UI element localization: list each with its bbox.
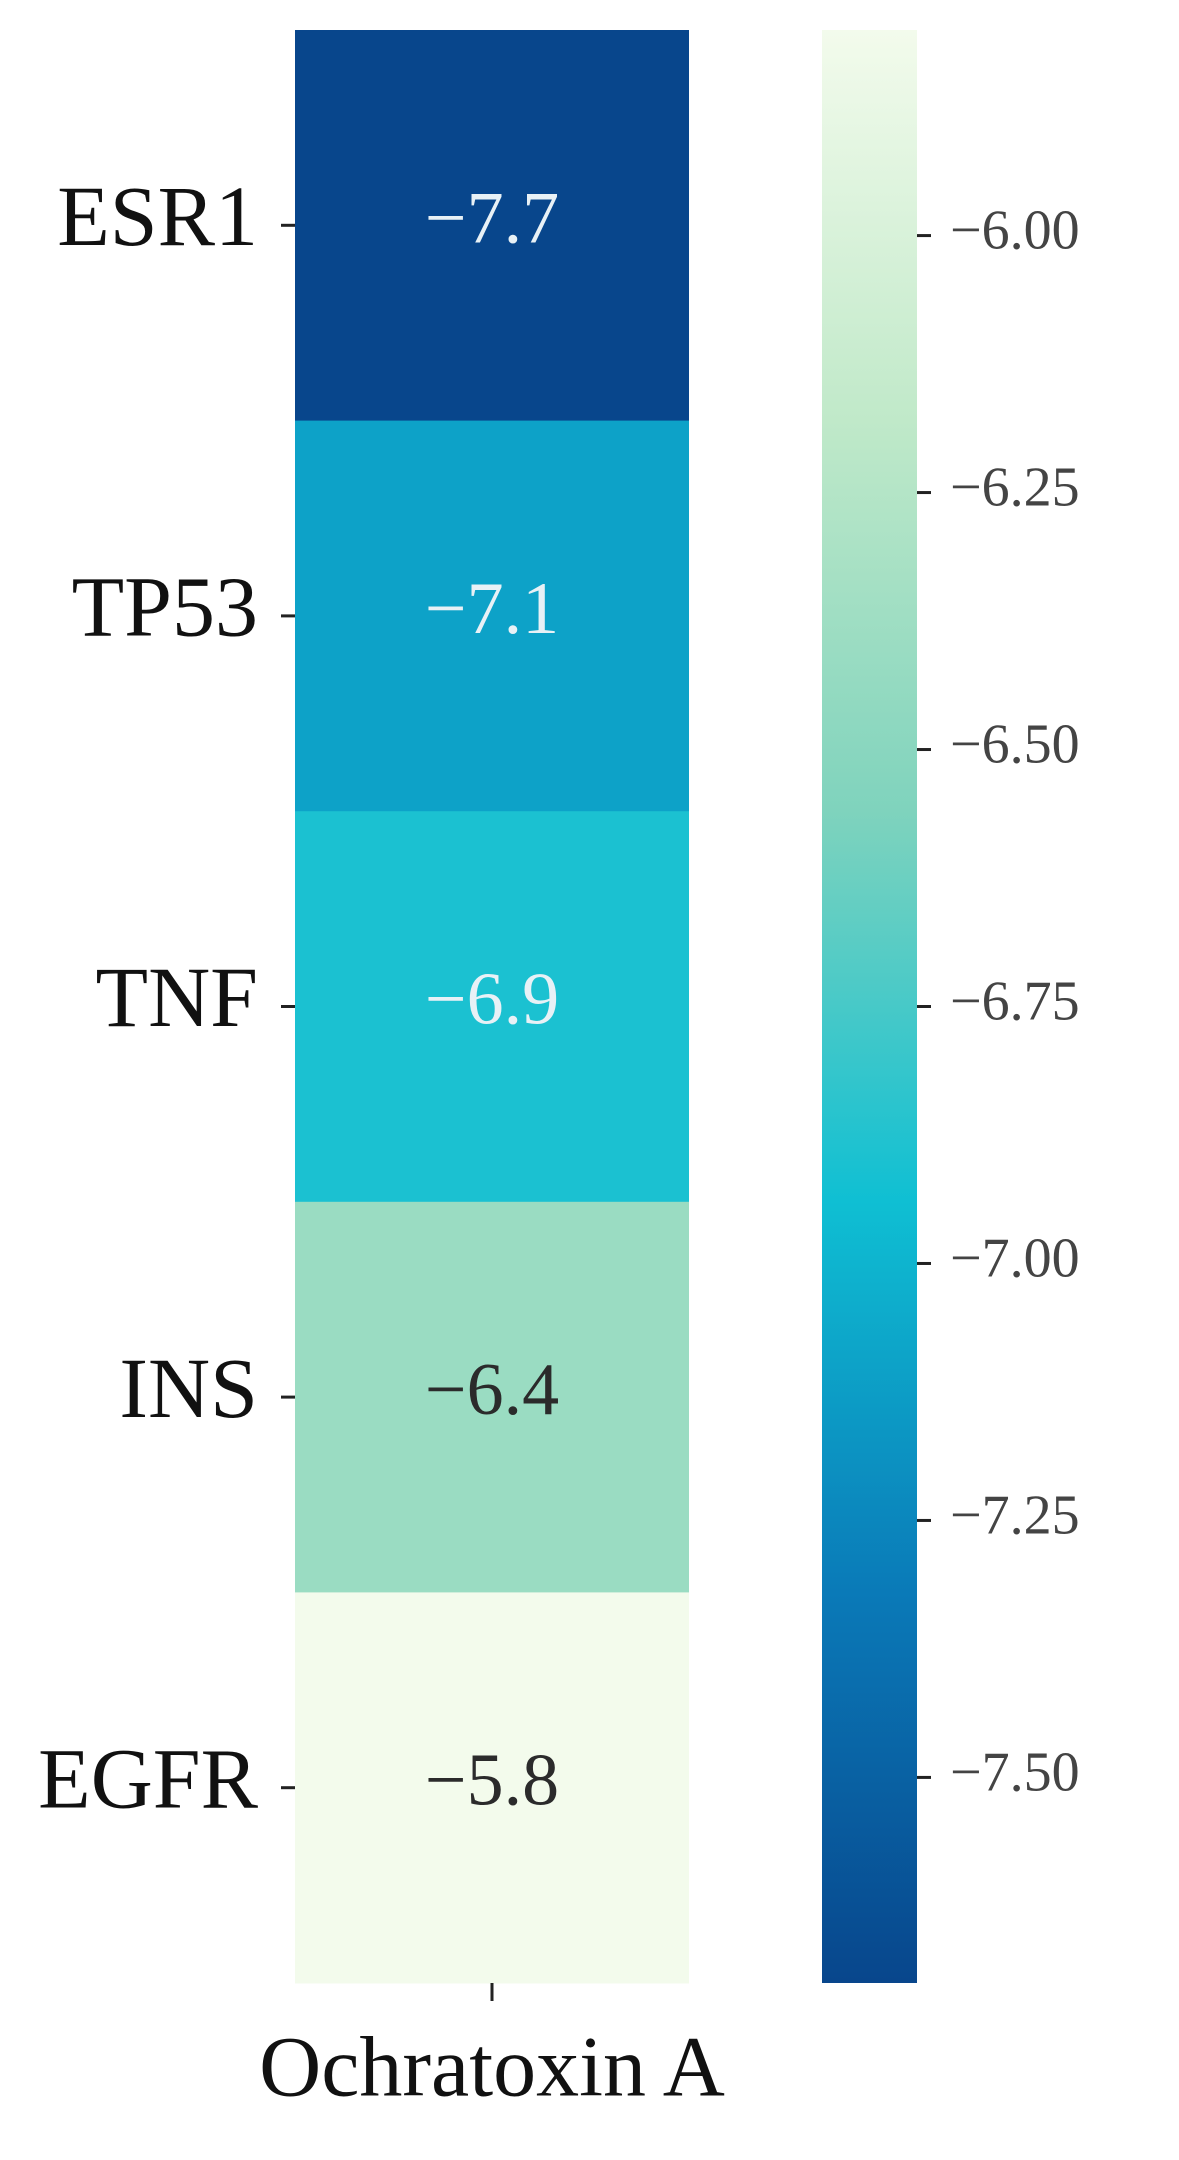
heatmap-cell [295,811,689,1203]
colorbar-tick-label: −7.50 [950,1741,1080,1803]
heatmap-cell [295,420,689,812]
y-tick-label: TP53 [72,559,258,655]
cell-label: −7.7 [425,177,559,259]
colorbar-tick-label: −7.00 [950,1227,1080,1289]
heatmap-cell [295,1592,689,1984]
colorbar-tick-label: −6.25 [950,456,1080,518]
colorbar-tick-label: −6.00 [950,199,1080,261]
y-tick-label: INS [119,1340,258,1436]
x-tick-label: Ochratoxin A [259,2019,725,2115]
colorbar [822,30,917,1983]
cell-label: −7.1 [425,568,559,650]
heatmap-cell [295,1201,689,1593]
cell-label: −5.8 [425,1740,559,1822]
colorbar-tick-label: −6.75 [950,970,1080,1032]
cell-label: −6.9 [425,958,559,1040]
y-tick-label: TNF [96,949,258,1045]
y-tick-label: ESR1 [57,168,258,264]
heatmap-cell [295,30,689,422]
y-tick-label: EGFR [38,1730,258,1826]
colorbar-tick-label: −7.25 [950,1484,1080,1546]
colorbar-tick-label: −6.50 [950,713,1080,775]
cell-label: −6.4 [425,1349,559,1431]
